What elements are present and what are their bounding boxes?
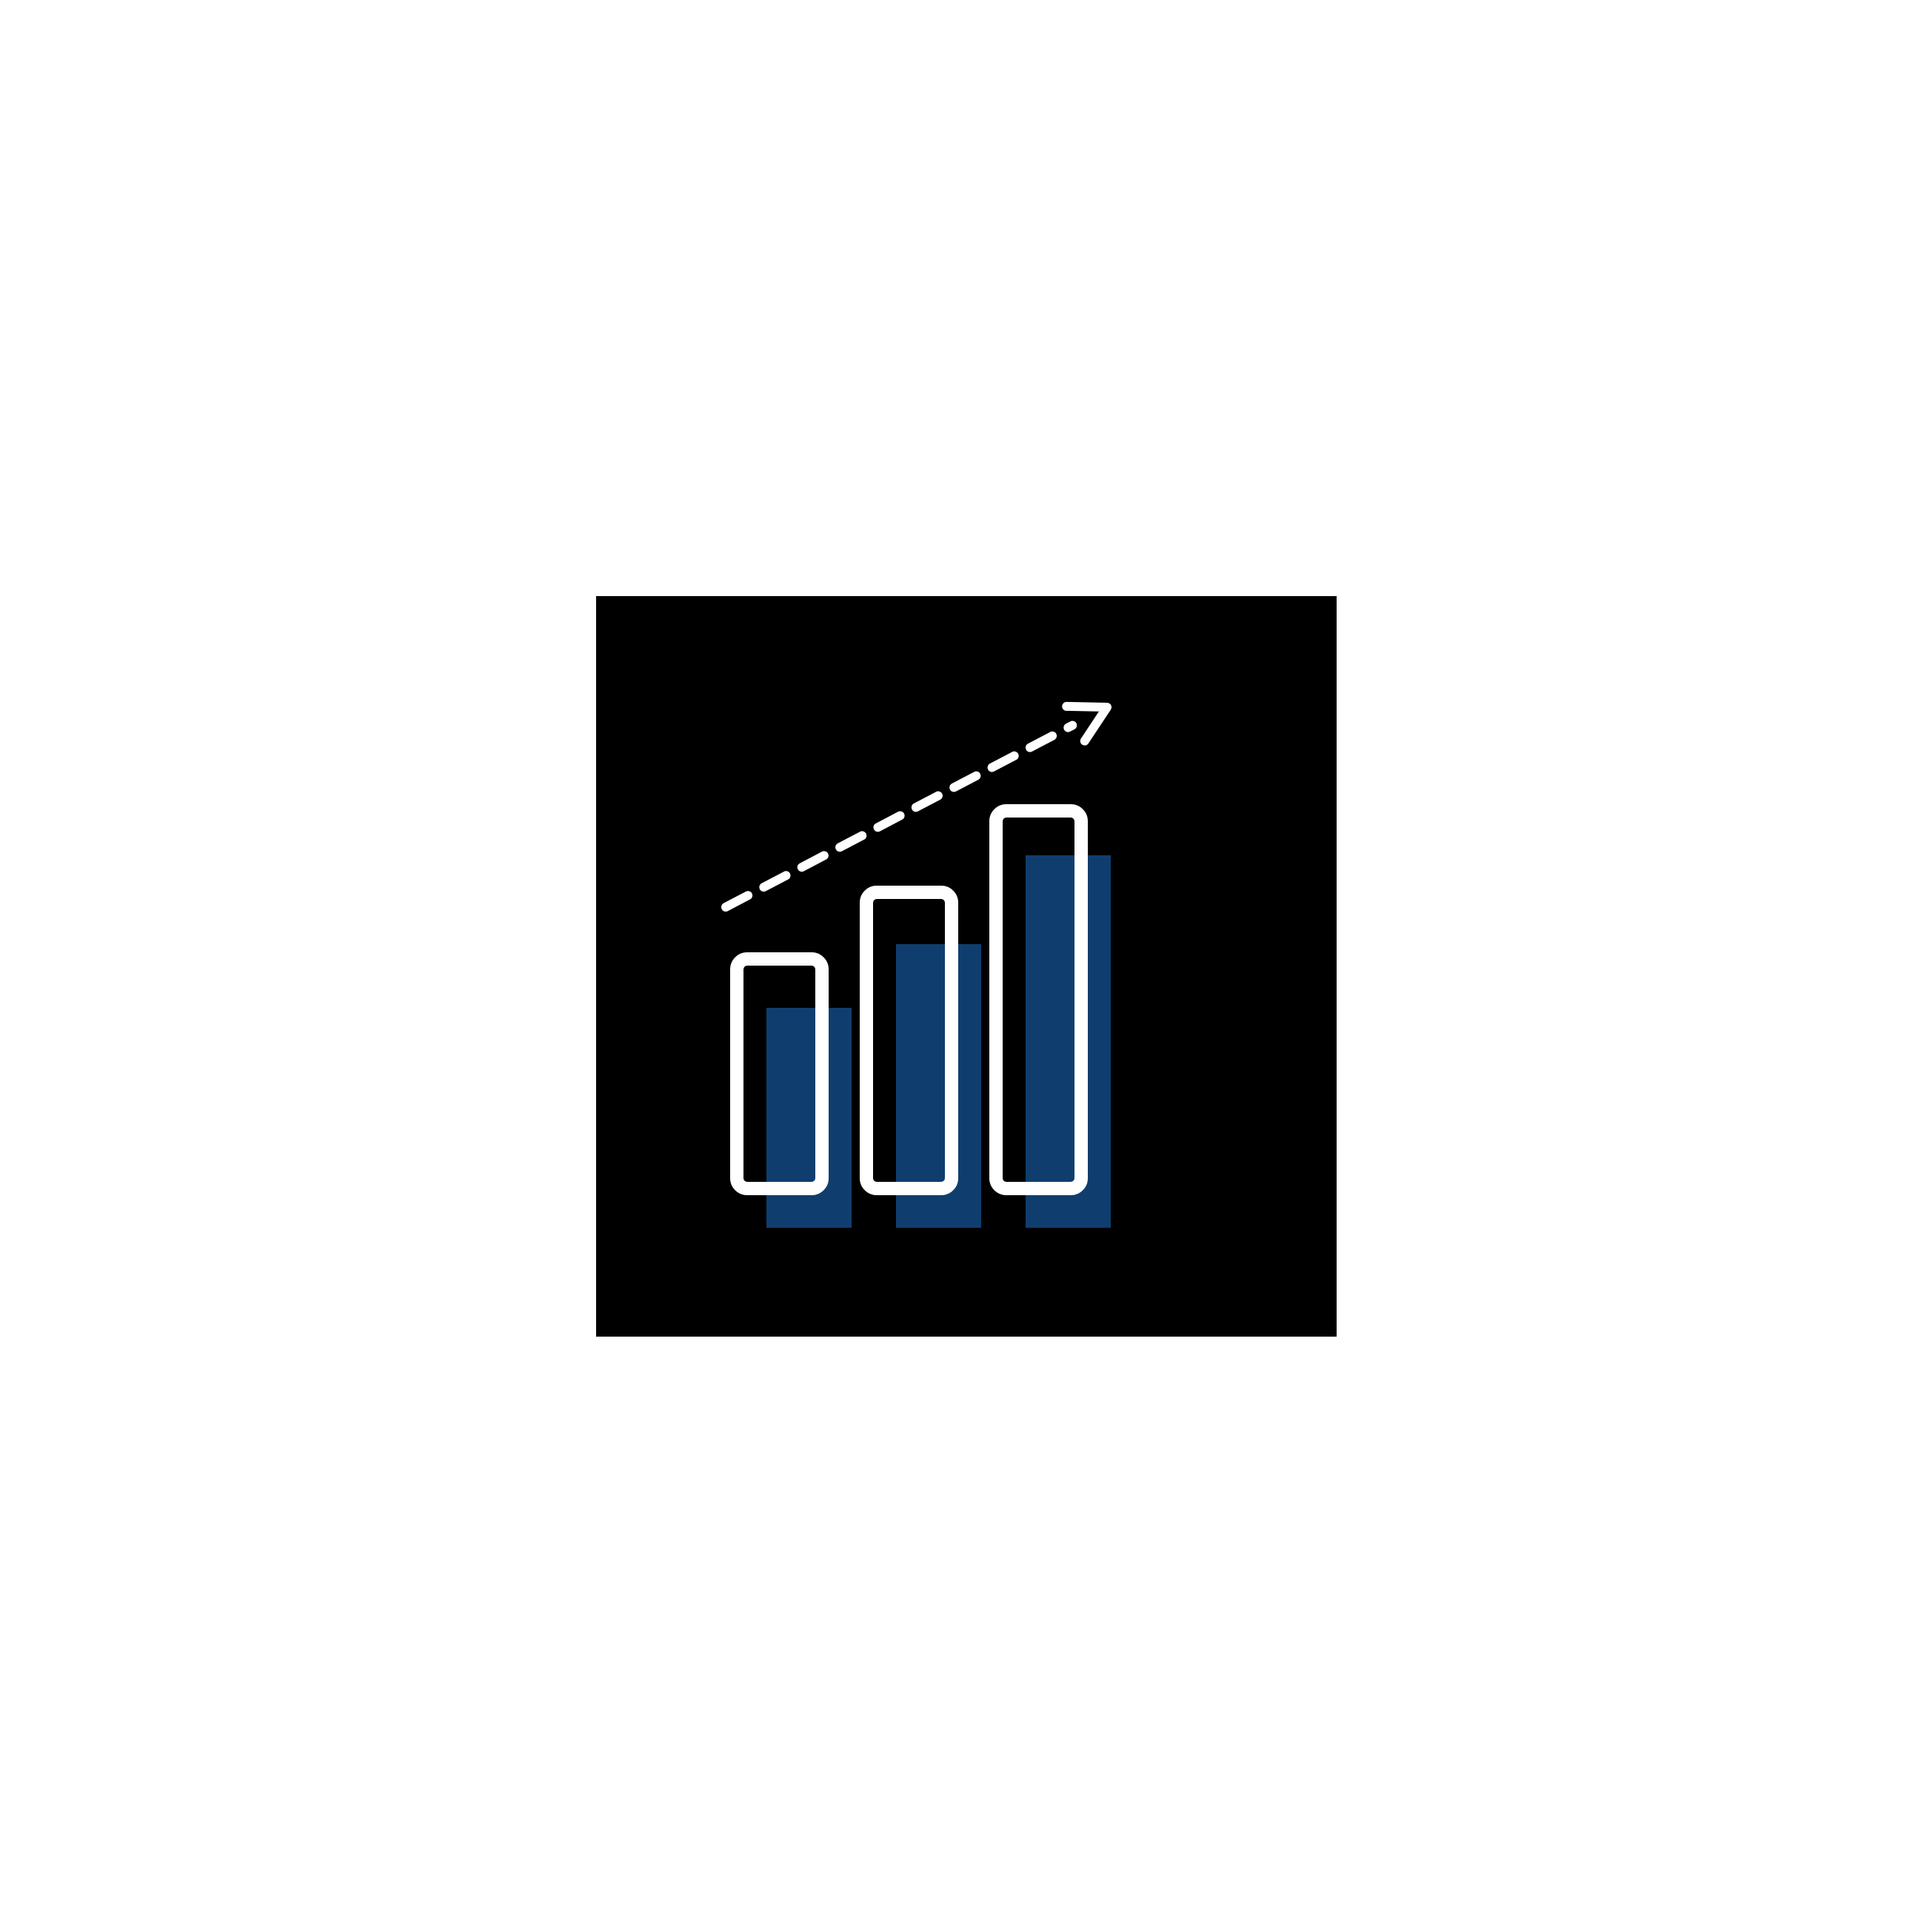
solid-bar-3 (1026, 855, 1111, 1228)
growth-bar-chart-icon (596, 596, 1337, 1337)
